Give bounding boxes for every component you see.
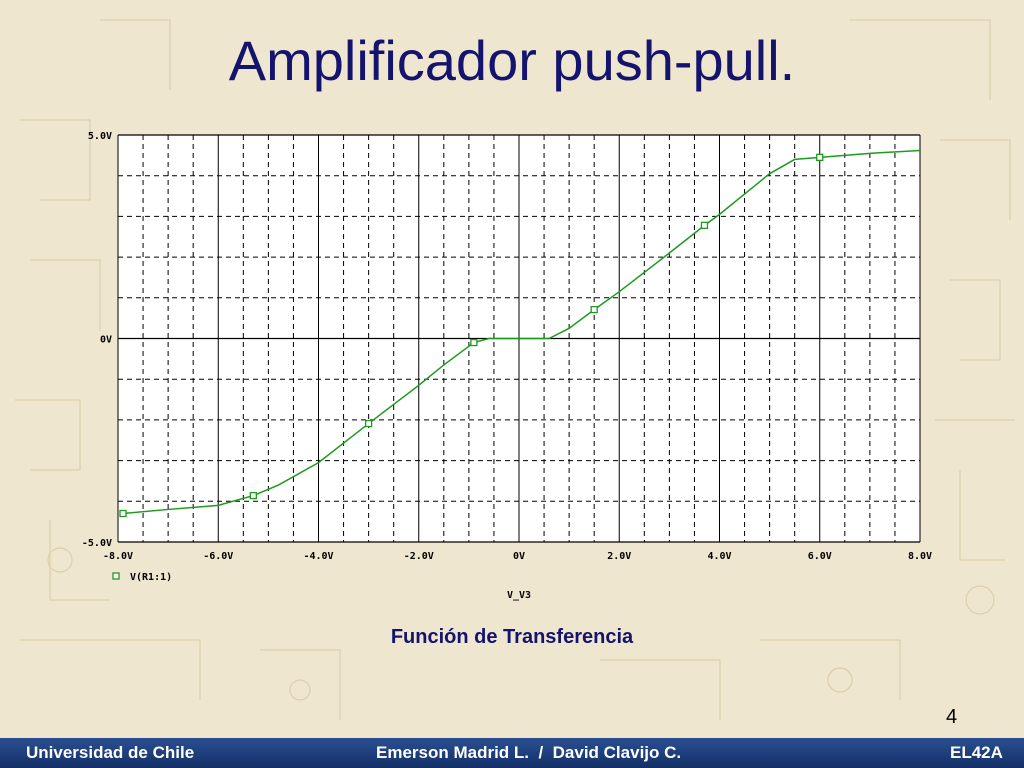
x-tick-label: -8.0V: [103, 551, 133, 562]
x-axis-label: V_V3: [507, 590, 531, 601]
footer-center: Emerson Madrid L. / David Clavijo C.: [376, 743, 682, 762]
series-marker: [590, 305, 598, 314]
x-tick-label: 8.0V: [908, 551, 932, 562]
y-tick-label: 5.0V: [88, 131, 112, 142]
series-marker: [700, 221, 709, 230]
footer: Universidad de Chile Emerson Madrid L. /…: [0, 738, 1024, 768]
x-tick-label: 2.0V: [607, 551, 631, 562]
chart-caption: Función de Transferencia: [390, 626, 634, 648]
x-tick-label: 0V: [513, 551, 525, 562]
x-tick-label: 4.0V: [707, 551, 731, 562]
x-tick-label: 6.0V: [808, 551, 832, 562]
series-marker: [249, 491, 257, 500]
series-marker: [470, 338, 478, 347]
slide-title: Amplificador push-pull.: [228, 29, 796, 92]
page-number: 4: [946, 706, 958, 728]
footer-right: EL42A: [950, 743, 1003, 762]
x-tick-label: -6.0V: [203, 551, 233, 562]
series-marker: [119, 509, 127, 518]
series-marker: [364, 419, 373, 428]
chart: -8.0V -6.0V -4.0V -2.0V 0V 2.0V 4.0V 6.0V 8.0V -5…: [82, 131, 932, 601]
x-tick-label: -4.0V: [303, 551, 333, 562]
footer-left: Universidad de Chile: [26, 743, 195, 762]
legend-marker: [112, 572, 120, 580]
legend-label: V(R1:1): [130, 572, 172, 583]
series-line: [122, 149, 921, 515]
series-marker: [816, 153, 824, 162]
y-tick-label: 0V: [100, 335, 112, 346]
y-tick-label: -5.0V: [82, 538, 112, 549]
x-tick-label: -2.0V: [404, 551, 434, 562]
